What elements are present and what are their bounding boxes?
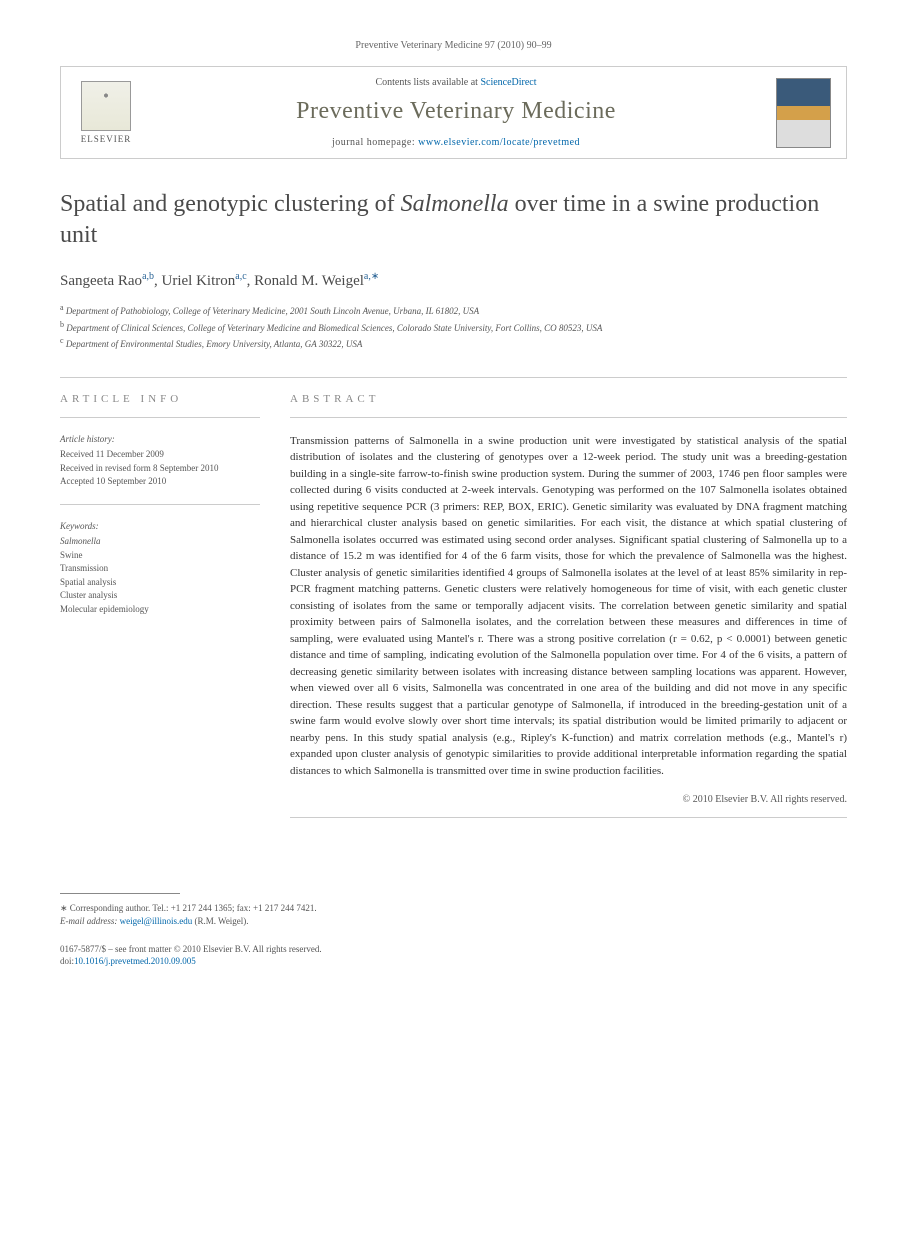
journal-banner: ELSEVIER Contents lists available at Sci… [60, 66, 847, 159]
abstract-heading: ABSTRACT [290, 393, 847, 405]
keyword: Spatial analysis [60, 576, 260, 590]
footer-divider [60, 893, 180, 894]
email-line: E-mail address: weigel@illinois.edu (R.M… [60, 915, 847, 928]
elsevier-tree-icon [81, 81, 131, 131]
abstract-copyright: © 2010 Elsevier B.V. All rights reserved… [290, 794, 847, 805]
affiliation: a Department of Pathobiology, College of… [60, 302, 847, 319]
corresponding-line: ∗ Corresponding author. Tel.: +1 217 244… [60, 902, 847, 915]
article-title: Spatial and genotypic clustering of Salm… [60, 189, 847, 251]
divider [60, 377, 847, 378]
title-pre: Spatial and genotypic clustering of [60, 191, 401, 217]
homepage-prefix: journal homepage: [332, 137, 418, 148]
issn-line: 0167-5877/$ – see front matter © 2010 El… [60, 943, 847, 956]
affiliation: b Department of Clinical Sciences, Colle… [60, 319, 847, 336]
keyword: Swine [60, 549, 260, 563]
corresponding-author: ∗ Corresponding author. Tel.: +1 217 244… [60, 902, 847, 927]
journal-cover-thumbnail [776, 78, 831, 148]
divider [290, 417, 847, 418]
homepage-line: journal homepage: www.elsevier.com/locat… [151, 137, 761, 148]
divider [290, 817, 847, 818]
keyword: Transmission [60, 562, 260, 576]
email-label: E-mail address: [60, 916, 117, 926]
abstract-column: ABSTRACT Transmission patterns of Salmon… [290, 393, 847, 834]
author: Uriel Kitrona,c [162, 273, 247, 289]
author: Sangeeta Raoa,b [60, 273, 154, 289]
article-info-heading: ARTICLE INFO [60, 393, 260, 405]
email-link[interactable]: weigel@illinois.edu [120, 916, 193, 926]
keywords-label: Keywords: [60, 520, 260, 534]
keyword: Molecular epidemiology [60, 603, 260, 617]
bottom-meta: 0167-5877/$ – see front matter © 2010 El… [60, 943, 847, 968]
keyword: Salmonella [60, 535, 260, 549]
abstract-text: Transmission patterns of Salmonella in a… [290, 433, 847, 780]
divider [60, 417, 260, 418]
affiliation: c Department of Environmental Studies, E… [60, 335, 847, 352]
email-name: (R.M. Weigel). [194, 916, 248, 926]
doi-prefix: doi: [60, 956, 74, 966]
sciencedirect-link[interactable]: ScienceDirect [480, 77, 536, 88]
article-info-column: ARTICLE INFO Article history: Received 1… [60, 393, 260, 834]
divider [60, 504, 260, 505]
journal-name: Preventive Veterinary Medicine [151, 98, 761, 125]
keywords-block: Keywords: Salmonella Swine Transmission … [60, 520, 260, 617]
history-line: Received 11 December 2009 [60, 448, 260, 462]
banner-center: Contents lists available at ScienceDirec… [151, 77, 761, 148]
header-citation: Preventive Veterinary Medicine 97 (2010)… [60, 40, 847, 51]
homepage-link[interactable]: www.elsevier.com/locate/prevetmed [418, 137, 580, 148]
title-em: Salmonella [401, 191, 509, 217]
authors-line: Sangeeta Raoa,b, Uriel Kitrona,c, Ronald… [60, 271, 847, 290]
doi-line: doi:10.1016/j.prevetmed.2010.09.005 [60, 955, 847, 968]
doi-link[interactable]: 10.1016/j.prevetmed.2010.09.005 [74, 956, 196, 966]
elsevier-label: ELSEVIER [81, 134, 132, 144]
keyword: Cluster analysis [60, 589, 260, 603]
history-line: Accepted 10 September 2010 [60, 475, 260, 489]
history-line: Received in revised form 8 September 201… [60, 462, 260, 476]
history-label: Article history: [60, 433, 260, 447]
affiliations: a Department of Pathobiology, College of… [60, 302, 847, 352]
two-column-layout: ARTICLE INFO Article history: Received 1… [60, 393, 847, 834]
elsevier-logo: ELSEVIER [76, 78, 136, 148]
article-history: Article history: Received 11 December 20… [60, 433, 260, 489]
contents-line: Contents lists available at ScienceDirec… [151, 77, 761, 88]
contents-prefix: Contents lists available at [375, 77, 480, 88]
author: Ronald M. Weigela,∗ [254, 273, 379, 289]
